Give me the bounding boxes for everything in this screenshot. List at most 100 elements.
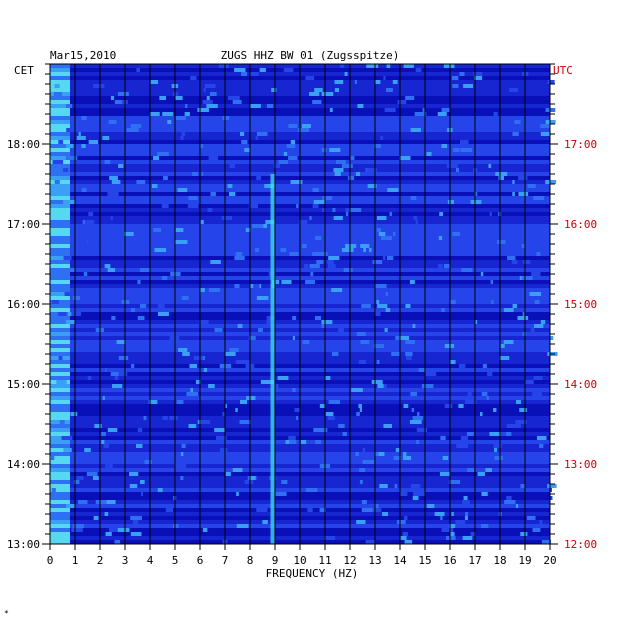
speckle-cell [361, 304, 371, 308]
speckle-cell [520, 532, 528, 536]
speckle-cell [266, 320, 271, 324]
speckle-cell [296, 204, 299, 208]
speckle-cell [176, 116, 186, 120]
speckle-cell [451, 76, 459, 80]
speckle-cell [426, 504, 435, 508]
x-tick-label: 5 [172, 554, 179, 567]
speckle-cell [476, 172, 487, 176]
speckle-cell [474, 320, 478, 324]
speckle-cell [319, 404, 325, 408]
speckle-cell [309, 216, 312, 220]
speckle-cell [358, 404, 362, 408]
speckle-cell [215, 436, 227, 440]
speckle-cell [393, 456, 402, 460]
speckle-cell [181, 132, 186, 136]
speckle-cell [249, 236, 252, 240]
speckle-cell [368, 200, 376, 204]
speckle-cell [273, 164, 281, 168]
speckle-cell [519, 408, 527, 412]
speckle-cell [512, 192, 515, 196]
low-frequency-cell [50, 520, 70, 524]
speckle-cell [502, 116, 507, 120]
speckle-cell [106, 500, 116, 504]
speckle-cell [345, 244, 357, 248]
speckle-cell [324, 224, 329, 228]
speckle-cell [549, 496, 553, 500]
speckle-cell [430, 200, 442, 204]
x-tick-label: 19 [518, 554, 531, 567]
speckle-cell [439, 212, 443, 216]
speckle-cell [380, 136, 384, 140]
speckle-cell [96, 348, 103, 352]
speckle-cell [405, 304, 411, 308]
speckle-cell [65, 156, 78, 160]
low-frequency-cell [50, 120, 70, 124]
speckle-cell [190, 76, 197, 80]
speckle-cell [72, 296, 81, 300]
speckle-cell [321, 324, 326, 328]
speckle-cell [441, 244, 452, 248]
speckle-cell [366, 168, 377, 172]
speckle-cell [501, 432, 512, 436]
speckle-cell [176, 400, 184, 404]
speckle-cell [334, 88, 339, 92]
date-label: Mar15,2010 [50, 49, 116, 62]
speckle-cell [531, 272, 541, 276]
speckle-cell [343, 268, 353, 272]
speckle-cell [197, 108, 209, 112]
speckle-cell [203, 324, 216, 328]
low-frequency-cell [50, 484, 70, 488]
speckle-cell [462, 536, 473, 540]
speckle-cell [452, 148, 460, 152]
speckle-cell [383, 76, 386, 80]
speckle-cell [410, 484, 421, 488]
speckle-cell [488, 164, 492, 168]
right-tick-label: 14:00 [564, 378, 597, 391]
speckle-cell [470, 200, 482, 204]
speckle-cell [114, 460, 123, 464]
speckle-cell [212, 124, 216, 128]
low-frequency-cell [50, 288, 70, 292]
speckle-cell [59, 420, 65, 424]
speckle-cell [101, 368, 106, 372]
speckle-cell [281, 188, 289, 192]
speckle-cell [246, 396, 256, 400]
speckle-cell [111, 384, 123, 388]
low-frequency-cell [50, 168, 70, 172]
speckle-cell [411, 408, 415, 412]
speckle-cell [71, 312, 82, 316]
speckle-cell [288, 436, 296, 440]
speckle-cell [258, 328, 263, 332]
speckle-cell [376, 300, 380, 304]
x-tick-label: 16 [443, 554, 456, 567]
speckle-cell [157, 304, 165, 308]
speckle-cell [70, 412, 78, 416]
speckle-cell [545, 180, 557, 184]
speckle-cell [180, 136, 184, 140]
speckle-cell [51, 488, 56, 492]
speckle-cell [94, 424, 102, 428]
speckle-cell [319, 428, 328, 432]
speckle-cell [181, 296, 189, 300]
low-frequency-cell [50, 388, 70, 392]
speckle-cell [136, 68, 140, 72]
speckle-cell [547, 484, 557, 488]
speckle-cell [369, 120, 378, 124]
speckle-cell [415, 68, 422, 72]
speckle-cell [338, 424, 345, 428]
speckle-cell [487, 372, 493, 376]
speckle-cell [281, 480, 288, 484]
speckle-cell [310, 272, 314, 276]
speckle-cell [175, 228, 184, 232]
low-frequency-cell [50, 468, 70, 472]
low-frequency-cell [50, 80, 70, 84]
speckle-cell [493, 408, 497, 412]
speckle-cell [200, 144, 204, 148]
speckle-cell [360, 340, 370, 344]
speckle-cell [236, 524, 249, 528]
speckle-cell [63, 256, 72, 260]
x-tick-label: 2 [97, 554, 104, 567]
speckle-cell [352, 188, 359, 192]
speckle-cell [241, 72, 248, 76]
